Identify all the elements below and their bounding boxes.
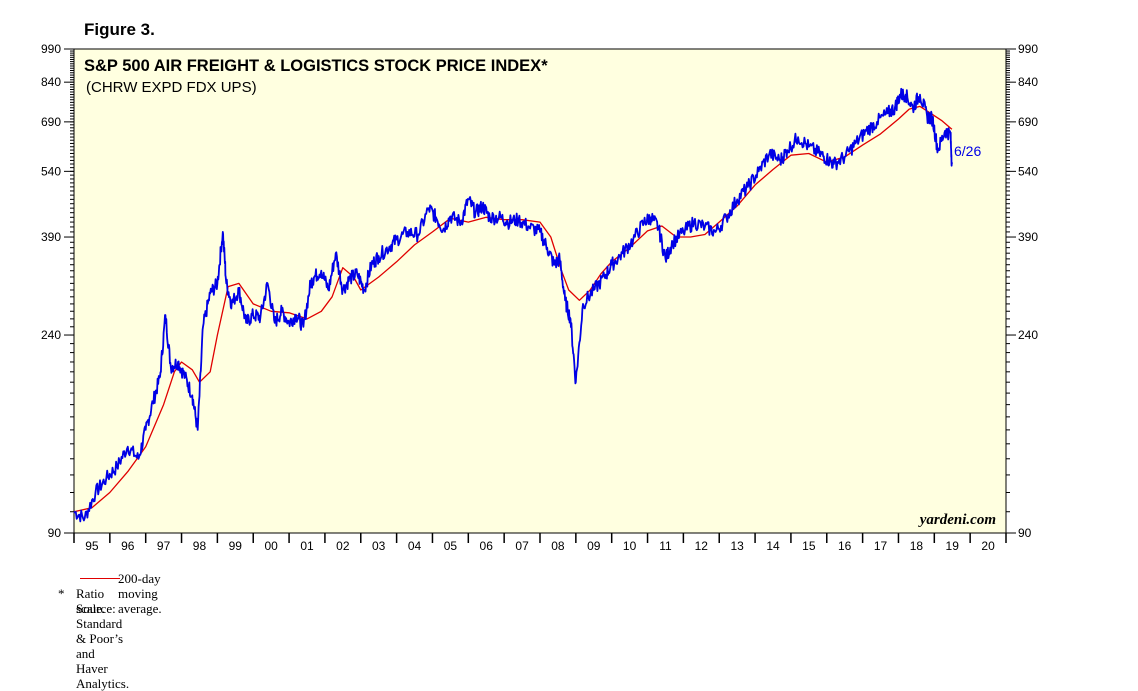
y-axis-right: 90 240 390 540 690 840 990	[1006, 42, 1038, 540]
legend-ma-label: 200-day moving average.	[118, 571, 162, 616]
footnote-source-text: Source: Standard & Poor’s and Haver Anal…	[76, 601, 130, 691]
chart-title: S&P 500 AIR FREIGHT & LOGISTICS STOCK PR…	[84, 57, 548, 75]
chart: 90 240 390 540 690 840 990 90 240 390 540 690 840 99…	[41, 42, 1038, 553]
x-tick-label: 07	[515, 539, 529, 553]
y-tick-label-left: 840	[41, 75, 61, 89]
x-tick-label: 14	[766, 539, 780, 553]
x-tick-label: 13	[730, 539, 744, 553]
y-tick-label-right: 690	[1018, 115, 1038, 129]
legend-red-line	[80, 578, 120, 579]
y-tick-label-right: 990	[1018, 42, 1038, 56]
x-tick-label: 16	[838, 539, 852, 553]
x-tick-label: 11	[659, 539, 672, 553]
x-tick-label: 09	[587, 539, 601, 553]
y-tick-label-right: 390	[1018, 230, 1038, 244]
plot-area	[73, 48, 1007, 534]
y-tick-label-right: 90	[1018, 526, 1032, 540]
x-tick-label: 18	[910, 539, 924, 553]
x-axis: 95 96 97 98 99 00 01 02 03 04 05 06 07 08 09 10 11 12 13 14…	[73, 533, 1007, 553]
y-tick-label-left: 540	[41, 164, 61, 178]
x-tick-label: 02	[336, 539, 350, 553]
y-tick-label-left: 990	[41, 42, 61, 56]
y-tick-label-left: 690	[41, 115, 61, 129]
y-tick-label-right: 840	[1018, 75, 1038, 89]
footnote-ratio-text: Ratio scale.	[76, 586, 106, 616]
x-tick-label: 05	[444, 539, 458, 553]
x-tick-label: 03	[372, 539, 386, 553]
footnote-star: *	[58, 586, 65, 601]
x-tick-label: 04	[408, 539, 422, 553]
y-tick-label-right: 240	[1018, 328, 1038, 342]
x-tick-label: 08	[551, 539, 565, 553]
x-tick-label: 19	[946, 539, 960, 553]
y-tick-label-left: 90	[48, 526, 62, 540]
watermark-text: yardeni.com	[918, 512, 996, 528]
x-tick-label: 20	[981, 539, 995, 553]
y-tick-label-right: 540	[1018, 164, 1038, 178]
x-tick-label: 95	[85, 539, 99, 553]
x-tick-label: 97	[157, 539, 171, 553]
x-tick-label: 01	[300, 539, 314, 553]
last-date-label: 6/26	[954, 143, 981, 159]
x-tick-label: 12	[695, 539, 709, 553]
y-tick-label-left: 390	[41, 230, 61, 244]
figure-label: Figure 3.	[84, 20, 155, 39]
x-tick-label: 99	[229, 539, 243, 553]
x-tick-label: 17	[874, 539, 888, 553]
x-tick-label: 98	[193, 539, 207, 553]
x-tick-label: 00	[264, 539, 278, 553]
x-tick-label: 10	[623, 539, 637, 553]
series-price-index-line	[73, 87, 953, 523]
x-tick-label: 06	[480, 539, 494, 553]
chart-subtitle: (CHRW EXPD FDX UPS)	[86, 79, 257, 96]
x-tick-label: 15	[802, 539, 816, 553]
y-axis-left: 90 240 390 540 690 840 990	[41, 42, 74, 540]
x-tick-label: 96	[121, 539, 135, 553]
series-layer	[73, 87, 953, 523]
y-tick-label-left: 240	[41, 328, 61, 342]
